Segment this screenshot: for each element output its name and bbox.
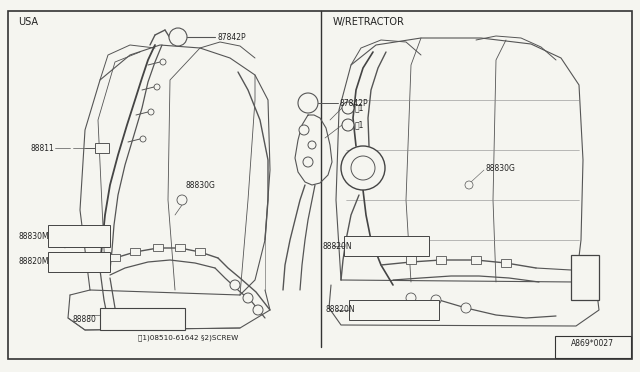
Bar — [110, 254, 120, 261]
Circle shape — [230, 280, 240, 290]
Circle shape — [177, 195, 187, 205]
Text: Ⓝ1: Ⓝ1 — [355, 121, 364, 129]
Text: 88830M: 88830M — [18, 231, 49, 241]
Bar — [100, 308, 185, 330]
Text: Ⓝ1)08510-61642 §2)SCREW: Ⓝ1)08510-61642 §2)SCREW — [138, 335, 238, 341]
Circle shape — [169, 28, 187, 46]
Bar — [48, 225, 110, 247]
Text: Ⓝ1: Ⓝ1 — [355, 103, 364, 112]
Bar — [436, 256, 446, 264]
Bar — [153, 244, 163, 251]
Text: W/RETRACTOR: W/RETRACTOR — [333, 17, 405, 27]
Circle shape — [406, 293, 416, 303]
Circle shape — [243, 293, 253, 303]
Circle shape — [351, 156, 375, 180]
Text: USA: USA — [18, 17, 38, 27]
Text: 88830G: 88830G — [486, 164, 516, 173]
Text: 87842P: 87842P — [217, 32, 246, 42]
Bar — [130, 248, 140, 255]
Circle shape — [308, 141, 316, 149]
Bar — [344, 236, 429, 256]
Bar — [95, 143, 109, 153]
Bar — [349, 300, 439, 320]
Circle shape — [465, 181, 473, 189]
Bar — [471, 256, 481, 264]
Text: A869*0027: A869*0027 — [570, 339, 614, 348]
Bar — [555, 336, 631, 358]
Circle shape — [431, 295, 441, 305]
Bar — [406, 256, 416, 264]
Circle shape — [342, 119, 354, 131]
Circle shape — [342, 102, 354, 114]
Circle shape — [298, 93, 318, 113]
Bar — [501, 259, 511, 267]
Text: 88880: 88880 — [72, 315, 96, 324]
Text: 88830G: 88830G — [185, 180, 215, 189]
Text: 87842P: 87842P — [340, 99, 369, 108]
Bar — [571, 255, 599, 300]
Circle shape — [461, 303, 471, 313]
Circle shape — [253, 305, 263, 315]
Text: 88811: 88811 — [30, 144, 54, 153]
Bar — [48, 252, 110, 272]
Text: 88820M: 88820M — [18, 257, 49, 266]
Circle shape — [299, 125, 309, 135]
Text: 88820N: 88820N — [326, 305, 356, 314]
Text: 88820N: 88820N — [323, 241, 353, 250]
Bar — [175, 244, 185, 251]
Bar — [195, 248, 205, 255]
Circle shape — [303, 157, 313, 167]
Circle shape — [341, 146, 385, 190]
